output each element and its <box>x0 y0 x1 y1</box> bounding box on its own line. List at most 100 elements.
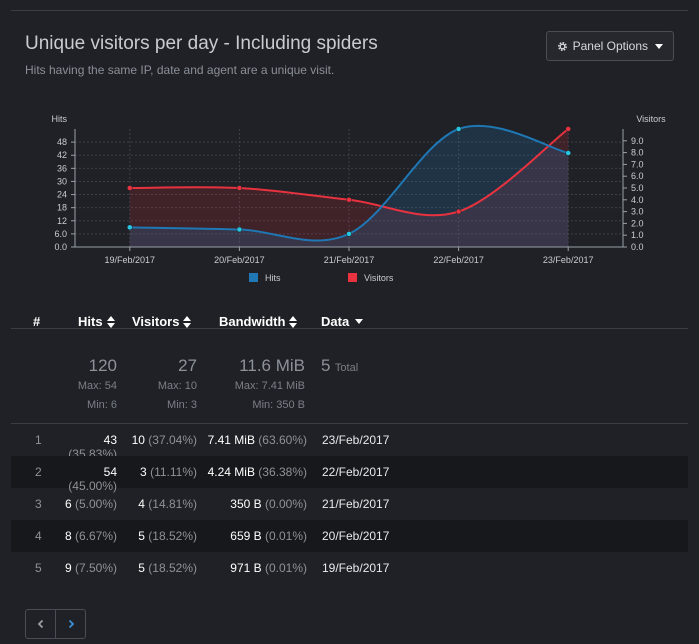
col-data[interactable]: Data <box>321 314 364 329</box>
row-date: 22/Feb/2017 <box>322 465 390 479</box>
summary-visitors: 27 <box>178 356 197 375</box>
left-tick-label: 18 <box>57 203 67 213</box>
right-tick-label: 2.0 <box>631 218 644 228</box>
left-tick-label: 30 <box>57 176 67 186</box>
point-visitors <box>236 185 243 191</box>
summary-data: 5 Total <box>321 356 358 376</box>
point-hits <box>346 231 352 237</box>
row-bandwidth: 350 B (0.00%) <box>230 497 307 511</box>
row-index: 3 <box>35 497 42 511</box>
visitors-panel: Unique visitors per day - Including spid… <box>11 10 688 644</box>
table-header: # Hits Visitors Bandwidth Data <box>11 304 688 339</box>
row-visitors: 10 (37.04%) <box>131 433 197 447</box>
summary-data-count: 5 <box>321 356 331 375</box>
x-tick-label: 22/Feb/2017 <box>433 255 484 265</box>
right-tick-label: 4.0 <box>631 195 644 205</box>
col-bandwidth[interactable]: Bandwidth <box>219 314 298 329</box>
x-tick-label: 20/Feb/2017 <box>214 255 265 265</box>
col-visitors[interactable]: Visitors <box>132 314 192 329</box>
x-tick-label: 21/Feb/2017 <box>324 255 375 265</box>
point-visitors <box>127 185 133 191</box>
sort-icon <box>289 315 298 328</box>
next-page-button[interactable] <box>55 610 85 638</box>
row-date: 20/Feb/2017 <box>322 529 390 543</box>
prev-page-button[interactable] <box>26 610 55 638</box>
row-bandwidth: 4.24 MiB (36.38%) <box>207 465 307 479</box>
legend-label-visitors[interactable]: Visitors <box>364 273 394 283</box>
row-visitors: 5 (18.52%) <box>138 561 197 575</box>
summary-bandwidth-min: Min: 350 B <box>252 399 305 411</box>
chevron-down-icon <box>655 43 663 49</box>
row-bandwidth: 7.41 MiB (63.60%) <box>207 433 307 447</box>
summary-hits: 120 <box>88 356 117 375</box>
left-tick-label: 36 <box>57 163 67 173</box>
area-visitors <box>129 129 569 247</box>
table-row[interactable]: 5 9 (7.50%) 5 (18.52%) 971 B (0.01%) 19/Feb/… <box>11 552 688 584</box>
point-hits <box>565 150 571 156</box>
left-tick-label: 0.0 <box>54 242 67 252</box>
right-tick-label: 8.0 <box>631 148 644 158</box>
left-tick-label: 12 <box>57 216 67 226</box>
row-hits: 6 (5.00%) <box>64 497 117 511</box>
point-visitors <box>455 208 462 215</box>
row-visitors: 3 (11.11%) <box>140 465 197 479</box>
table-row[interactable]: 4 8 (6.67%) 5 (18.52%) 659 B (0.01%) 20/Feb/… <box>11 520 688 552</box>
right-axis-label: Visitors <box>636 114 666 124</box>
right-tick-label: 0.0 <box>631 242 644 252</box>
row-date: 19/Feb/2017 <box>322 561 390 575</box>
point-visitors <box>346 197 352 203</box>
row-visitors: 5 (18.52%) <box>138 529 197 543</box>
pagination <box>25 609 86 639</box>
row-hits: 9 (7.50%) <box>64 561 117 575</box>
legend-label-hits[interactable]: Hits <box>265 273 281 283</box>
row-index: 2 <box>35 465 42 479</box>
panel-subtitle: Hits having the same IP, date and agent … <box>25 63 335 77</box>
left-tick-label: 24 <box>57 190 67 200</box>
point-visitors <box>565 126 571 132</box>
summary-row: 120 Max: 54 Min: 6 27 Max: 10 Min: 3 11.… <box>11 356 688 426</box>
summary-bandwidth-max: Max: 7.41 MiB <box>234 380 305 392</box>
chevron-left-icon <box>37 619 43 629</box>
summary-visitors-max: Max: 10 <box>157 380 197 392</box>
point-hits <box>455 126 462 132</box>
sort-desc-icon <box>355 319 364 324</box>
row-bandwidth: 659 B (0.01%) <box>230 529 307 543</box>
right-tick-label: 1.0 <box>631 230 644 240</box>
row-date: 21/Feb/2017 <box>322 497 390 511</box>
point-hits <box>127 224 133 231</box>
left-tick-label: 6.0 <box>54 229 67 239</box>
row-index: 1 <box>35 433 42 447</box>
summary-hits-max: Max: 54 <box>77 380 117 392</box>
sort-icon <box>183 315 192 328</box>
col-hits[interactable]: Hits <box>78 314 115 329</box>
gear-icon <box>557 41 567 51</box>
right-tick-label: 7.0 <box>631 159 644 169</box>
left-axis-label: Hits <box>52 114 68 124</box>
right-tick-label: 9.0 <box>631 136 644 146</box>
right-tick-label: 5.0 <box>631 183 644 193</box>
panel-options-label: Panel Options <box>572 39 648 53</box>
table-row[interactable]: 2 54 (45.00%) 3 (11.11%) 4.24 MiB (36.38%) 2… <box>11 456 688 493</box>
divider <box>11 328 688 329</box>
summary-visitors-min: Min: 3 <box>167 399 197 411</box>
area-hits <box>129 125 569 247</box>
table-row[interactable]: 1 43 (35.83%) 10 (37.04%) 7.41 MiB (63.60%)… <box>11 424 688 461</box>
left-tick-label: 42 <box>57 150 67 160</box>
x-tick-label: 23/Feb/2017 <box>543 255 594 265</box>
row-index: 5 <box>35 561 42 575</box>
visitors-chart: 0.0 6.0 12 18 24 30 36 42 48 0.0 1.0 2.03.0 4.0 5.0 6.… <box>52 114 667 283</box>
legend-swatch-hits <box>249 273 258 282</box>
summary-data-label: Total <box>334 362 359 374</box>
chevron-right-icon <box>68 619 74 629</box>
panel-options-button[interactable]: Panel Options <box>545 31 674 61</box>
summary-hits-min: Min: 6 <box>87 399 117 411</box>
row-visitors: 4 (14.81%) <box>138 497 197 511</box>
col-num: # <box>33 314 41 329</box>
legend-swatch-visitors <box>348 273 357 282</box>
table-row[interactable]: 3 6 (5.00%) 4 (14.81%) 350 B (0.00%) 21/Feb/… <box>11 488 688 520</box>
row-date: 23/Feb/2017 <box>322 433 390 447</box>
row-hits: 54 (45.00%) <box>68 465 117 493</box>
divider <box>11 423 688 424</box>
row-bandwidth: 971 B (0.01%) <box>230 561 307 575</box>
line-hits <box>129 124 569 242</box>
